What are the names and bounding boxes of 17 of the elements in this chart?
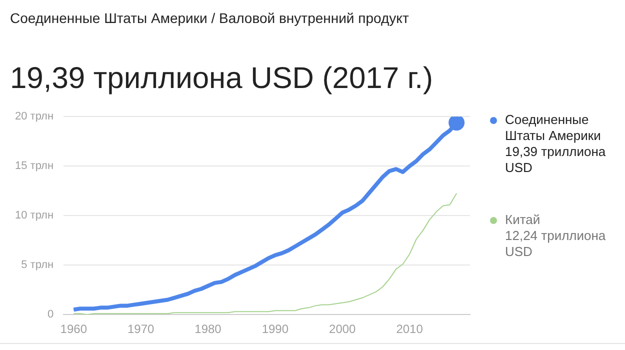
x-tick-label: 1960 (60, 322, 88, 336)
x-tick-label: 1980 (194, 322, 222, 336)
x-tick-label: 2010 (396, 322, 424, 336)
y-tick-label: 15 трлн (14, 160, 54, 172)
legend-label: Китай (505, 212, 542, 228)
text: 19,39 триллиона USD (505, 144, 607, 176)
y-tick-label: 0 (47, 308, 54, 321)
x-tick-label: 2000 (329, 322, 356, 336)
text: 12,24 триллиона USD (505, 228, 607, 260)
y-tick-label: 5 трлн (21, 259, 54, 272)
legend-label: Соединенные Штаты Америки (505, 112, 602, 144)
chart-title: 19,39 триллиона USD (2017 г.) (10, 62, 433, 96)
x-tick-label: 1970 (127, 322, 154, 336)
chart-subtitle: Соединенные Штаты Америки / Валовой внутренний продукт (10, 10, 409, 26)
y-tick-label: 20 трлн (14, 110, 54, 123)
x-tick-label: 1990 (262, 322, 289, 336)
y-tick-label: 10 трлн (14, 210, 54, 222)
